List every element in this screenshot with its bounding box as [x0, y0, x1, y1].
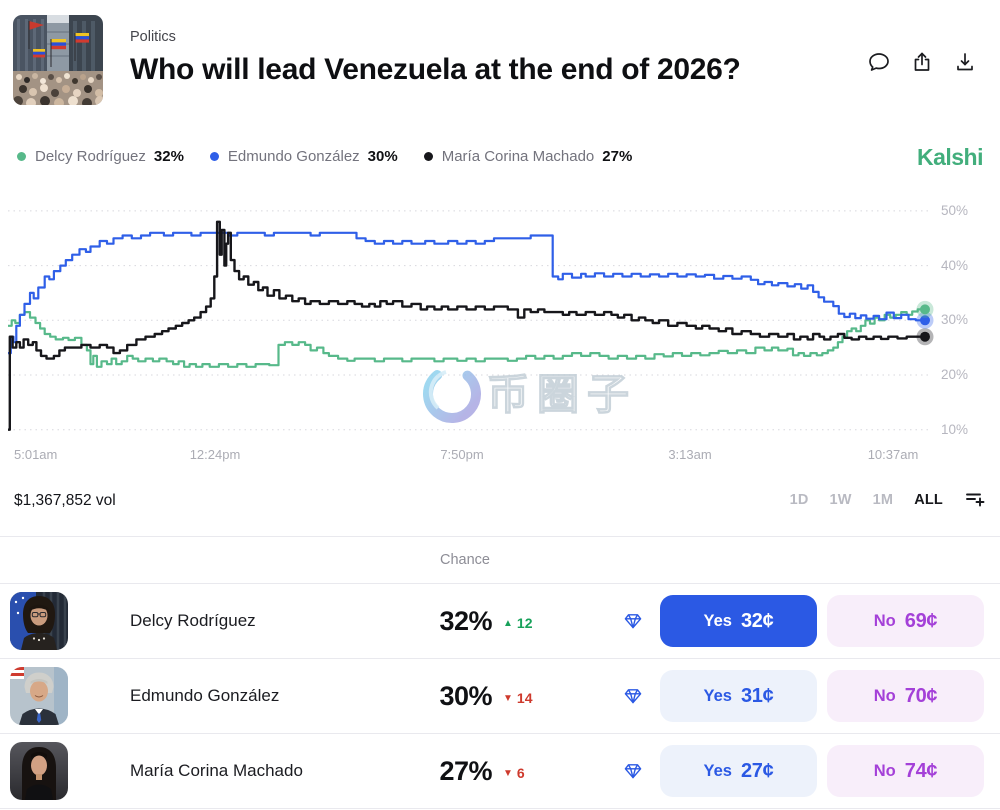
gem-icon[interactable]: [624, 734, 642, 808]
range-1w-button[interactable]: 1W: [829, 491, 852, 508]
legend-name: Edmundo González: [227, 148, 360, 165]
playlist-add-icon[interactable]: [964, 489, 985, 510]
yes-button[interactable]: Yes 31¢: [660, 670, 817, 722]
market-row-delcy[interactable]: Delcy Rodríguez 32% ▲ 12 Yes 32¢ No 69¢: [0, 584, 1000, 658]
range-1d-button[interactable]: 1D: [789, 491, 809, 508]
x-tick-label: 12:24pm: [189, 447, 241, 462]
range-all-button[interactable]: ALL: [914, 491, 943, 508]
legend-name: María Corina Machado: [441, 148, 595, 165]
category-label[interactable]: Politics: [130, 29, 176, 45]
market-row-maria[interactable]: María Corina Machado 27% ▼ 6 Yes 27¢ No …: [0, 734, 1000, 808]
chance-value: 27%: [439, 755, 492, 786]
comment-icon[interactable]: [867, 50, 891, 74]
volume-label: $1,367,852 vol: [14, 492, 116, 509]
chance-change: ▼ 6: [503, 736, 525, 810]
yes-button[interactable]: Yes 27¢: [660, 745, 817, 797]
header-actions: [867, 50, 977, 74]
no-button[interactable]: No 70¢: [827, 670, 984, 722]
legend-item-delcy[interactable]: Delcy Rodríguez 32%: [17, 148, 184, 165]
market-thumbnail-image: [13, 15, 103, 105]
last-price-dot-delcy: [920, 304, 930, 315]
y-tick-label: 50%: [941, 202, 969, 218]
legend-item-maria[interactable]: María Corina Machado 27%: [423, 148, 633, 165]
no-price: 69¢: [904, 609, 938, 632]
no-button[interactable]: No 74¢: [827, 745, 984, 797]
gem-icon[interactable]: [624, 659, 642, 733]
x-tick-label: 3:13am: [668, 447, 712, 462]
no-button[interactable]: No 69¢: [827, 595, 984, 647]
series-line-delcy: [8, 308, 925, 368]
legend-name: Delcy Rodríguez: [35, 148, 146, 165]
last-price-dot-maria: [920, 331, 930, 342]
delcy-series-dot-icon: [17, 152, 26, 161]
download-icon[interactable]: [953, 50, 977, 74]
yes-price: 27¢: [740, 759, 774, 782]
last-price-dot-edmundo: [920, 315, 930, 326]
change-arrow-up-icon: ▲: [503, 617, 513, 629]
range-1m-button[interactable]: 1M: [872, 491, 894, 508]
share-icon[interactable]: [910, 50, 934, 74]
maria-series-dot-icon: [423, 152, 433, 161]
legend-value: 27%: [602, 148, 633, 165]
yes-label: Yes: [703, 686, 732, 705]
market-row-edmundo[interactable]: Edmundo González 30% ▼ 14 Yes 31¢ No 70¢: [0, 659, 1000, 733]
change-arrow-down-icon: ▼: [503, 767, 513, 779]
row-divider: [0, 733, 1000, 734]
yes-price: 32¢: [740, 609, 774, 632]
maria-avatar: [10, 742, 68, 800]
series-line-maria: [8, 220, 925, 431]
no-label: No: [873, 686, 896, 705]
change-delta: 12: [516, 615, 533, 631]
x-tick-label: 7:50pm: [440, 447, 484, 462]
legend-value: 30%: [367, 148, 398, 165]
yes-label: Yes: [703, 761, 732, 780]
chart-canvas[interactable]: 币圈子: [0, 195, 1000, 445]
y-tick-label: 40%: [941, 257, 969, 273]
row-divider: [0, 808, 1000, 809]
candidate-name: Delcy Rodríguez: [130, 611, 256, 630]
no-price: 70¢: [904, 684, 938, 707]
crowd-flags-illustration: [13, 15, 103, 105]
row-divider: [0, 658, 1000, 659]
watermark-text: 币圈子: [487, 371, 637, 418]
table-header-divider: [0, 583, 1000, 584]
chance-change: ▲ 12: [503, 586, 532, 660]
chance-value: 30%: [439, 680, 492, 711]
y-tick-label: 20%: [941, 367, 969, 382]
change-arrow-down-icon: ▼: [503, 692, 513, 704]
change-delta: 6: [516, 765, 525, 781]
change-delta: 14: [516, 690, 533, 706]
x-tick-label: 5:01am: [14, 447, 58, 462]
yes-price: 31¢: [740, 684, 774, 707]
no-label: No: [873, 611, 896, 630]
chance-column-header: Chance: [440, 552, 490, 568]
price-chart[interactable]: 币圈子 10% 20% 30% 40% 50%: [0, 195, 1000, 445]
chance-change: ▼ 14: [503, 661, 532, 735]
no-label: No: [873, 761, 896, 780]
chance-value: 32%: [439, 605, 492, 636]
time-range-selector: 1D 1W 1M ALL: [790, 489, 985, 510]
edmundo-series-dot-icon: [209, 152, 219, 161]
gem-icon[interactable]: [624, 584, 642, 658]
delcy-avatar: [10, 592, 68, 650]
y-tick-label: 30%: [941, 312, 969, 328]
yes-button[interactable]: Yes 32¢: [660, 595, 817, 647]
legend-item-edmundo[interactable]: Edmundo González 30%: [209, 148, 398, 165]
kalshi-logo: Kalshi: [916, 144, 984, 170]
yes-label: Yes: [703, 611, 732, 630]
candidate-name: María Corina Machado: [130, 761, 303, 780]
watermark-logo: 币圈子: [423, 365, 637, 423]
no-price: 74¢: [904, 759, 938, 782]
chart-legend: Delcy Rodríguez 32% Edmundo González 30%…: [17, 148, 632, 165]
candidate-name: Edmundo González: [130, 686, 280, 705]
y-tick-label: 10%: [941, 421, 969, 437]
legend-value: 32%: [153, 148, 184, 165]
x-axis-labels: 5:01am 12:24pm 7:50pm 3:13am 10:37am: [0, 447, 1000, 469]
x-tick-label: 10:37am: [867, 447, 919, 462]
page-title: Who will lead Venezuela at the end of 20…: [130, 53, 741, 86]
edmundo-avatar: [10, 667, 68, 725]
series-line-edmundo: [8, 231, 925, 355]
section-divider: [0, 536, 1000, 537]
